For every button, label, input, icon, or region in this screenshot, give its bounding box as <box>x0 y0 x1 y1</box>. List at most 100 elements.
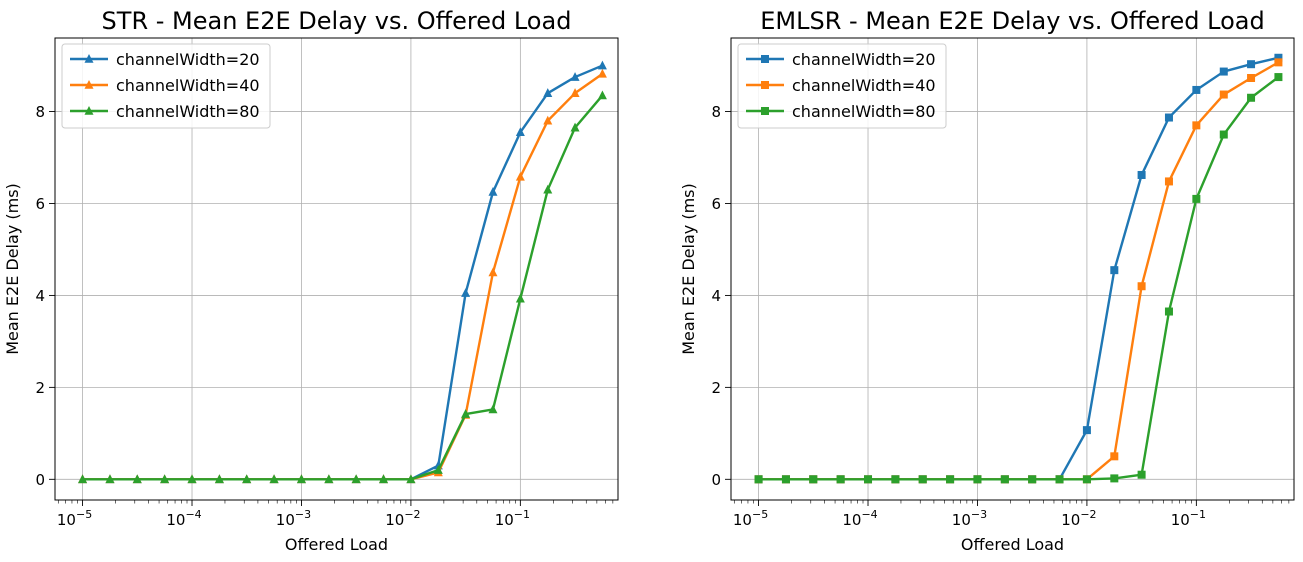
legend-label: channelWidth=40 <box>792 76 936 95</box>
data-point <box>1192 194 1201 203</box>
legend-label: channelWidth=20 <box>116 50 260 69</box>
data-point <box>570 88 580 97</box>
series-line <box>758 76 1280 481</box>
data-point <box>1274 73 1283 82</box>
data-point <box>433 465 443 474</box>
data-point <box>1274 53 1283 62</box>
data-point <box>351 474 361 484</box>
data-point <box>488 404 498 414</box>
y-tick-label: 8 <box>35 103 45 121</box>
data-point <box>1137 170 1146 179</box>
x-tick-label: 10−4 <box>166 508 201 529</box>
data-point <box>1247 73 1256 82</box>
x-axis-label: Offered Load <box>285 535 388 554</box>
data-point <box>160 474 170 484</box>
data-point <box>570 72 580 81</box>
legend-box <box>737 43 947 129</box>
y-tick-label: 0 <box>35 471 45 489</box>
data-point <box>597 90 607 100</box>
y-tick-label: 2 <box>35 379 45 397</box>
data-point <box>242 474 252 484</box>
data-point <box>132 474 142 484</box>
data-point <box>891 475 900 484</box>
data-point <box>1000 475 1009 484</box>
data-point <box>1110 452 1119 461</box>
data-point <box>187 474 197 484</box>
data-point <box>515 127 525 137</box>
legend: channelWidth=20 channelWidth=40 channelWid… <box>737 43 947 129</box>
series-channelWidth=80 <box>78 90 607 484</box>
data-point <box>1082 475 1091 484</box>
data-point <box>269 474 279 484</box>
data-point <box>543 115 553 125</box>
data-point <box>1028 475 1037 484</box>
data-point <box>406 474 416 484</box>
y-tick-label: 6 <box>711 195 721 213</box>
data-point <box>1137 282 1146 291</box>
data-point <box>1192 121 1201 130</box>
data-point <box>809 475 818 484</box>
y-tick-label: 4 <box>35 287 45 305</box>
legend-marker <box>761 81 769 89</box>
axes-frame <box>54 37 619 501</box>
x-tick-label: 10−2 <box>385 508 420 529</box>
data-point <box>1137 470 1146 479</box>
y-tick-label: 6 <box>35 195 45 213</box>
data-point <box>105 474 115 484</box>
data-point <box>754 475 763 484</box>
data-point <box>461 288 471 297</box>
data-point <box>864 475 873 484</box>
data-point <box>214 474 224 484</box>
legend-box <box>61 43 271 129</box>
x-tick-label: 10−3 <box>952 508 987 529</box>
legend-label: channelWidth=80 <box>792 102 936 121</box>
y-tick-label: 2 <box>711 379 721 397</box>
data-point <box>1164 177 1173 186</box>
y-axis-label: Mean E2E Delay (ms) <box>3 183 22 355</box>
chart-panel-2: 10−5 10−4 10−3 10−2 10−1 0 2 4 6 8 EMLSR - Mean E2… <box>679 7 1295 554</box>
legend-label: channelWidth=40 <box>116 76 260 95</box>
data-point <box>1082 426 1091 435</box>
data-point <box>1164 113 1173 122</box>
x-tick-label: 10−2 <box>1061 508 1096 529</box>
legend-marker <box>84 80 94 89</box>
data-point <box>1110 266 1119 275</box>
legend-label: channelWidth=20 <box>792 50 936 69</box>
data-point <box>1055 475 1064 484</box>
data-point <box>1219 67 1228 76</box>
legend-marker <box>761 55 769 63</box>
data-point <box>515 293 525 303</box>
data-point <box>1192 85 1201 94</box>
data-point <box>597 60 607 70</box>
series-line <box>82 72 604 481</box>
data-point <box>515 171 525 181</box>
data-point <box>379 474 389 484</box>
data-point <box>1110 474 1119 483</box>
x-tick-label: 10−4 <box>842 508 877 529</box>
data-point <box>543 88 553 97</box>
data-point <box>1219 90 1228 99</box>
x-tick-label: 10−5 <box>733 508 768 529</box>
y-tick-label: 8 <box>711 103 721 121</box>
data-point <box>488 187 498 196</box>
data-point <box>461 409 471 418</box>
data-point <box>1274 58 1283 67</box>
data-point <box>296 474 306 484</box>
data-point <box>918 475 927 484</box>
data-point <box>1164 307 1173 316</box>
y-tick-label: 4 <box>711 287 721 305</box>
legend-marker <box>84 54 94 63</box>
data-point <box>946 475 955 484</box>
data-point <box>570 122 580 132</box>
data-point <box>1247 60 1256 69</box>
data-point <box>324 474 334 484</box>
data-point <box>973 475 982 484</box>
data-point <box>781 475 790 484</box>
x-tick-label: 10−1 <box>495 508 530 529</box>
legend-label: channelWidth=80 <box>116 102 260 121</box>
x-tick-label: 10−1 <box>1171 508 1206 529</box>
legend-marker <box>761 107 769 115</box>
x-axis-label: Offered Load <box>961 535 1064 554</box>
x-tick-label: 10−5 <box>57 508 92 529</box>
